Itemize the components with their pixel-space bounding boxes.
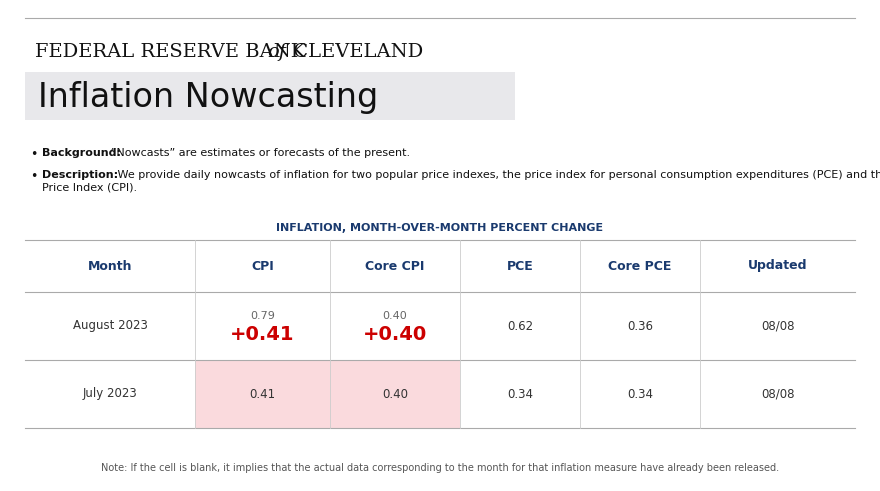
Text: +0.41: +0.41 — [231, 325, 295, 344]
Text: Updated: Updated — [748, 260, 807, 273]
Text: CLEVELAND: CLEVELAND — [287, 43, 423, 61]
Text: Description:: Description: — [42, 170, 118, 180]
Text: 0.62: 0.62 — [507, 320, 533, 332]
Text: July 2023: July 2023 — [83, 387, 137, 401]
Text: PCE: PCE — [507, 260, 533, 273]
Text: 0.34: 0.34 — [507, 387, 533, 401]
Text: Inflation Nowcasting: Inflation Nowcasting — [38, 81, 378, 113]
Bar — [195, 360, 460, 428]
Text: •: • — [30, 148, 37, 161]
Text: “Nowcasts” are estimates or forecasts of the present.: “Nowcasts” are estimates or forecasts of… — [107, 148, 410, 158]
Text: 0.36: 0.36 — [627, 320, 653, 332]
Text: 08/08: 08/08 — [760, 387, 795, 401]
Text: +0.40: +0.40 — [363, 325, 427, 344]
Text: Core CPI: Core CPI — [365, 260, 425, 273]
Text: 0.40: 0.40 — [382, 387, 408, 401]
Text: •: • — [30, 170, 37, 183]
Text: INFLATION, MONTH-OVER-MONTH PERCENT CHANGE: INFLATION, MONTH-OVER-MONTH PERCENT CHAN… — [276, 223, 604, 233]
Text: Background:: Background: — [42, 148, 121, 158]
Text: August 2023: August 2023 — [72, 320, 148, 332]
Text: of: of — [267, 43, 286, 61]
Text: Note: If the cell is blank, it implies that the actual data corresponding to the: Note: If the cell is blank, it implies t… — [101, 463, 779, 473]
Text: 08/08: 08/08 — [760, 320, 795, 332]
Text: Core PCE: Core PCE — [608, 260, 671, 273]
Text: 0.40: 0.40 — [383, 311, 407, 321]
Text: We provide daily nowcasts of inflation for two popular price indexes, the price : We provide daily nowcasts of inflation f… — [114, 170, 880, 180]
Text: 0.34: 0.34 — [627, 387, 653, 401]
Text: FEDERAL RESERVE BANK: FEDERAL RESERVE BANK — [35, 43, 312, 61]
Text: 0.41: 0.41 — [249, 387, 275, 401]
Text: Month: Month — [88, 260, 132, 273]
Text: CPI: CPI — [251, 260, 274, 273]
Bar — [25, 72, 515, 120]
Text: Price Index (CPI).: Price Index (CPI). — [42, 183, 137, 193]
Text: 0.79: 0.79 — [250, 311, 275, 321]
